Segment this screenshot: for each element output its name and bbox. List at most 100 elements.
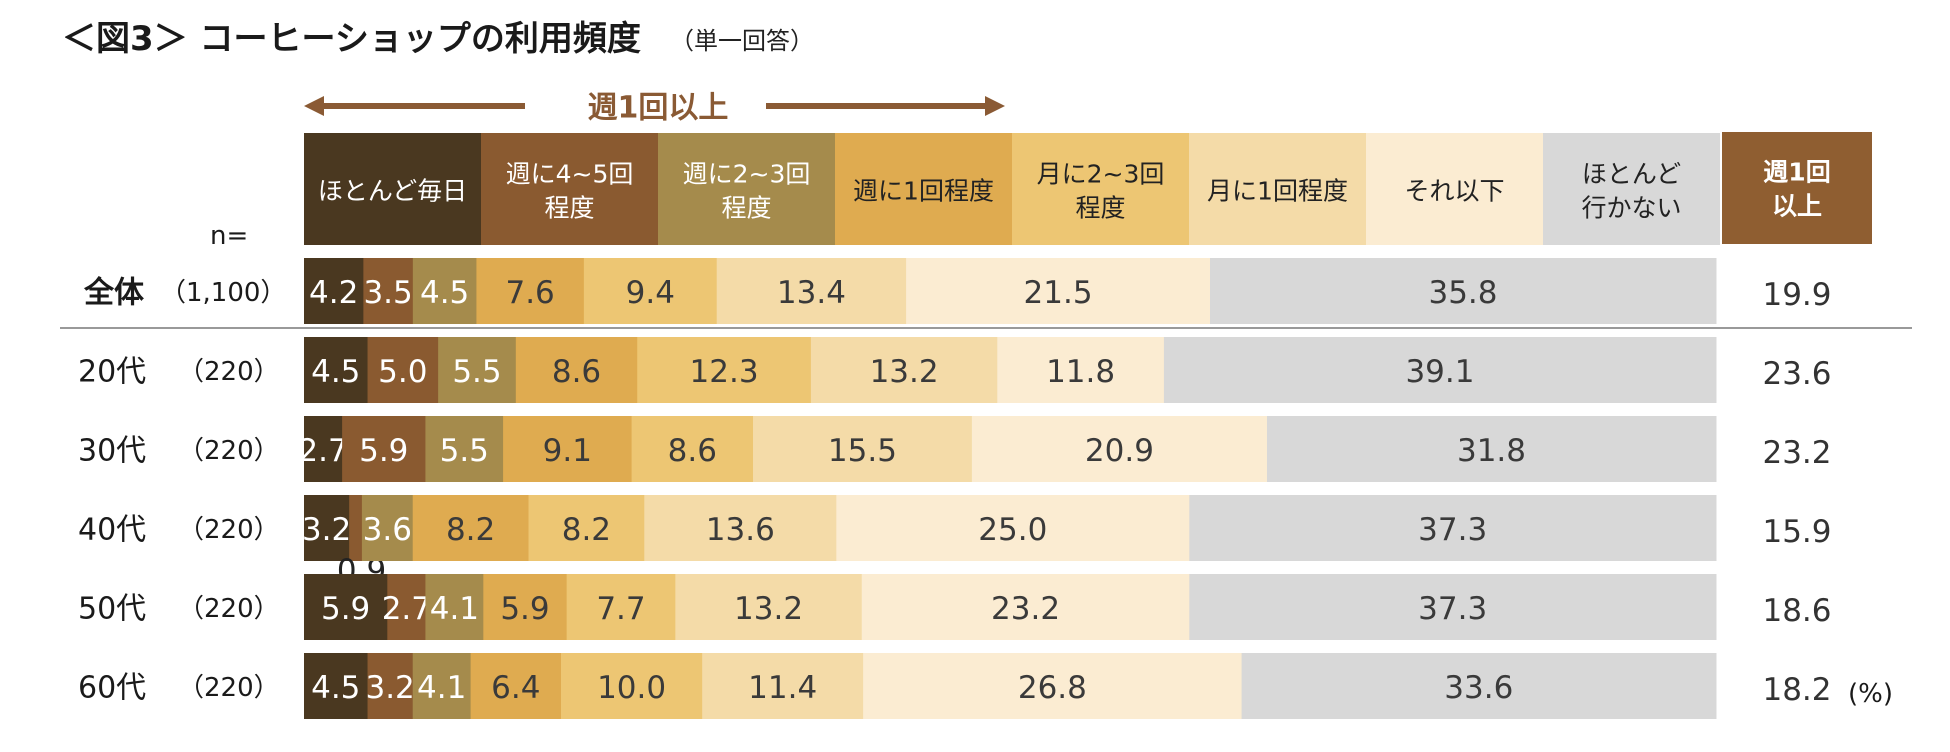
legend-label: 程度 [721, 194, 771, 223]
weekly-arrow: 週1回以上 [304, 91, 1005, 126]
bar-segment [342, 416, 426, 482]
legend-label: それ以下 [1404, 177, 1504, 206]
bar-value-label: 15.5 [828, 433, 897, 469]
row-n: （220） [178, 594, 280, 624]
bar-segment [583, 258, 718, 324]
bar-value-label: 5.0 [378, 354, 427, 390]
bar-value-label: 35.8 [1428, 275, 1497, 311]
bar-value-label: 11.4 [748, 670, 817, 706]
bar-segment [304, 495, 350, 561]
bar-value-label: 6.4 [491, 670, 540, 706]
legend-label: 週に1回程度 [853, 177, 994, 206]
weekly-header-line-1: 週1回 [1763, 158, 1830, 187]
bar-segment [412, 495, 530, 561]
bar-value-label: 5.5 [440, 433, 489, 469]
legend-box-1 [481, 133, 658, 245]
weekly-value: 19.9 [1762, 277, 1831, 313]
row-n: （1,100） [160, 278, 286, 308]
bar-row: 60代 （220） 4.5 3.2 4.1 6.4 10.0 11.4 26.8 33.6 18.2 [78, 653, 1832, 719]
bar-segment [361, 495, 414, 561]
weekly-value: 18.2 [1762, 672, 1831, 708]
bar-segment [470, 653, 562, 719]
bar-segment [836, 495, 1190, 561]
bar-segment [363, 258, 414, 324]
bar-segment [1209, 258, 1717, 324]
bar-segment [304, 653, 369, 719]
legend-box-5 [1189, 133, 1366, 245]
legend-box-4 [1012, 133, 1189, 245]
bar-value-label: 39.1 [1405, 354, 1474, 390]
arrow-left-icon [304, 96, 324, 116]
weekly-value: 18.6 [1762, 593, 1831, 629]
bar-segment [1266, 416, 1717, 482]
bar-segment [438, 337, 517, 403]
bar-segment [997, 337, 1165, 403]
bar-value-label: 37.3 [1418, 512, 1487, 548]
legend-box-3 [835, 133, 1012, 245]
legend-label: 月に2~3回 [1037, 160, 1165, 189]
bar-value-label: 8.6 [552, 354, 601, 390]
bar-segment [753, 416, 973, 482]
bar-value-label: 33.6 [1444, 670, 1513, 706]
bar-segment [560, 653, 703, 719]
bar-segment [425, 416, 504, 482]
bar-segment [349, 495, 363, 561]
bar-segment [675, 574, 863, 640]
bar-row: 50代 （220） 5.9 2.74.1 5.9 7.7 13.2 23.2 37.3 18.6 [78, 574, 1832, 640]
bar-value-label: 10.0 [597, 670, 666, 706]
bar-segment [304, 258, 364, 324]
bar-segment [367, 653, 414, 719]
legend-label: ほとんど毎日 [318, 177, 467, 206]
n-header: n= [210, 221, 248, 251]
bar-value-label: 20.9 [1085, 433, 1154, 469]
weekly-header: 週1回 以上 [1722, 132, 1872, 244]
bar-segment [412, 258, 477, 324]
bar-segment [528, 495, 645, 561]
bar-value-label: 4.5 [311, 354, 360, 390]
bar-segment [304, 337, 369, 403]
bar-value-label: 31.8 [1457, 433, 1526, 469]
legend-label: 週に4~5回 [506, 160, 634, 189]
bar-segment [863, 653, 1243, 719]
bar-value-label: 5.9 [321, 591, 370, 627]
legend-box-0 [304, 133, 481, 245]
bar-value-label: 13.4 [777, 275, 846, 311]
bar-segment [631, 416, 754, 482]
weekly-header-line-2: 以上 [1772, 192, 1822, 221]
bar-value-label: 13.2 [870, 354, 939, 390]
row-label: 60代 [78, 671, 146, 706]
bar-segment [1189, 574, 1717, 640]
bar-value-label: 4.2 [309, 275, 358, 311]
bar-row: 全体 （1,100） 4.2 3.5 4.5 7.6 9.4 13.4 21.5 35.8 19.9 [83, 258, 1832, 324]
row-label: 20代 [78, 355, 146, 390]
bar-segment [367, 337, 439, 403]
legend-label: 月に1回程度 [1207, 177, 1348, 206]
row-n: （220） [178, 515, 280, 545]
weekly-value: 23.6 [1762, 356, 1831, 392]
bar-value-label: 8.2 [446, 512, 495, 548]
bar-segment [1163, 337, 1717, 403]
arrow-right-icon [985, 96, 1005, 116]
bar-segment [566, 574, 676, 640]
bar-row: 20代 （220） 4.5 5.0 5.5 8.6 12.3 13.2 11.8 39.1 23.6 [78, 337, 1832, 403]
bar-value-label: 9.4 [626, 275, 675, 311]
bar-value-label: 4.1 [417, 670, 466, 706]
bar-value-label: 37.3 [1418, 591, 1487, 627]
row-n: （220） [178, 357, 280, 387]
bar-value-label: 25.0 [978, 512, 1047, 548]
bar-segment [304, 416, 343, 482]
legend-box-6 [1366, 133, 1543, 245]
weekly-arrow-label: 週1回以上 [588, 91, 729, 126]
weekly-value: 23.2 [1762, 435, 1831, 471]
bar-value-label: 4.1 [430, 591, 479, 627]
bar-row: 30代 （220） 2.7 5.9 5.5 9.1 8.6 15.5 20.9 31.8 23.2 [78, 416, 1832, 482]
bar-segment [387, 574, 426, 640]
bar-value-label: 4.5 [311, 670, 360, 706]
bar-value-label: 3.2 [302, 512, 351, 548]
bar-segment [971, 416, 1268, 482]
bar-segment [702, 653, 864, 719]
bar-value-label: 12.3 [690, 354, 759, 390]
bar-value-label: 4.5 [420, 275, 469, 311]
